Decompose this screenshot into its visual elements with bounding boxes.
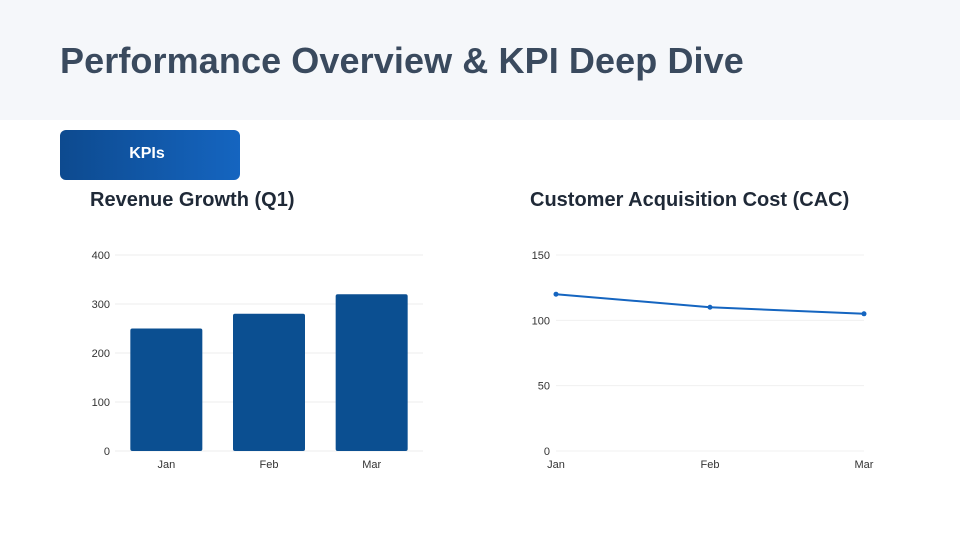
- cac-x-tick-label: Jan: [547, 459, 565, 471]
- revenue-x-tick-label: Mar: [362, 459, 381, 471]
- cac-point-feb: [707, 304, 713, 310]
- cac-y-tick-label: 150: [532, 250, 550, 262]
- revenue-chart-title: Revenue Growth (Q1): [90, 189, 295, 211]
- revenue-y-tick-label: 400: [92, 250, 110, 262]
- cac-chart-title: Customer Acquisition Cost (CAC): [530, 189, 850, 211]
- cac-y-tick-label: 50: [538, 381, 550, 393]
- revenue-bar-feb: [233, 313, 305, 451]
- cac-point-mar: [861, 311, 867, 317]
- cac-y-tick-label: 0: [544, 446, 550, 458]
- cac-y-tick-label: 100: [532, 315, 550, 327]
- section-tab-label: KPIs: [129, 145, 165, 162]
- cac-point-jan: [553, 291, 559, 297]
- revenue-y-tick-label: 300: [92, 299, 110, 311]
- revenue-bar-jan: [130, 328, 203, 451]
- cac-x-tick-label: Mar: [855, 459, 874, 471]
- cac-series-line: [555, 293, 865, 315]
- revenue-y-tick-label: 200: [92, 348, 110, 360]
- revenue-bar-mar: [335, 294, 408, 451]
- revenue-y-tick-label: 100: [92, 397, 110, 409]
- section-tab-kpis[interactable]: KPIs: [60, 130, 240, 180]
- revenue-y-tick-label: 0: [104, 446, 110, 458]
- revenue-x-tick-label: Feb: [260, 459, 279, 471]
- header-band: Performance Overview & KPI Deep Dive: [0, 0, 960, 120]
- cac-x-tick-label: Feb: [701, 459, 720, 471]
- revenue-x-tick-label: Jan: [157, 459, 175, 471]
- page-title: Performance Overview & KPI Deep Dive: [60, 40, 744, 81]
